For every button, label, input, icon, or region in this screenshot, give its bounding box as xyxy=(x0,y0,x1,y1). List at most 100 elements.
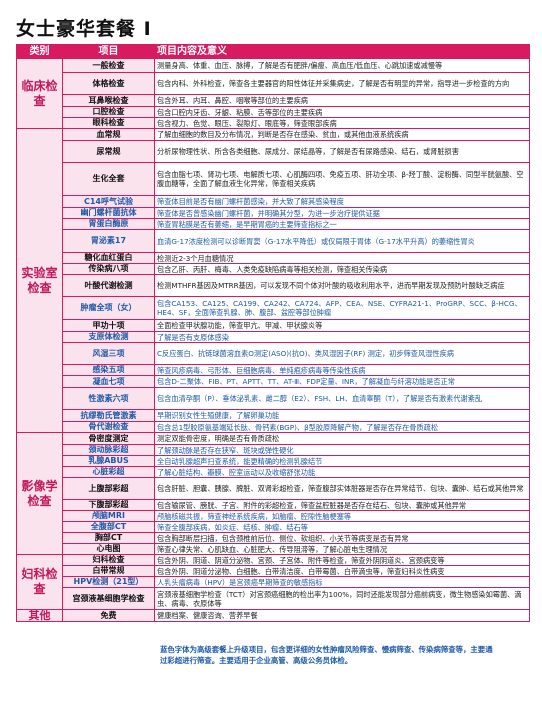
item-cell: 乳腺ABUS xyxy=(62,455,155,467)
table-row: 颅脑MRI 颅脑核磁共振，筛查神经系统疾病，如脑瘤、腔隙性脑梗塞等 xyxy=(17,510,530,522)
table-row: 支原体检测 了解是否有支原体感染 xyxy=(17,331,530,343)
item-cell: 传染病八项 xyxy=(62,263,155,275)
description-cell: 测定双能骨密度，明确是否有骨质疏松 xyxy=(154,432,530,445)
item-cell: 颈动脉彩超 xyxy=(62,444,155,456)
table-row: 胃泌素17 血清G-17浓度检测可以诊断胃窦（G-17水平降低）或仅局限于胃体（G… xyxy=(17,229,530,253)
table-row: 尿常规 分析尿物理性状、所含各类细胞、尿成分、尿结晶等，了解是否有尿路感染、结石，… xyxy=(17,140,530,163)
upgrade-note: 蓝色字体为高级套餐上升级项目，包含更详细的女性肿瘤风险筛查、慢病筛查、传染病筛查… xyxy=(160,645,493,665)
table-row: 下腹部彩超 包含输尿管、膀胱、子宫、附件的彩超检查，筛查盆腔脏器是否存在结石、包块… xyxy=(17,499,530,511)
description-cell: 了解血细胞的数目及分布情况，判断是否存在感染、贫血，或其他血液系统疾病 xyxy=(154,128,530,141)
item-cell: 生化全套 xyxy=(62,162,155,196)
table-row: 妇科检查 妇科检查 包含外阴、阴道、阴道分泌物、宫颈、子宫体、附件等检查，筛查外阴阴… xyxy=(16,554,530,610)
item-cell: 肿瘤全项（女） xyxy=(62,296,155,320)
description-cell: 全面检查甲状腺功能，筛查甲亢、甲减、甲状腺炎等 xyxy=(154,319,530,332)
item-cell: 全腹部CT xyxy=(62,521,155,533)
page-title: 女士豪华套餐 I xyxy=(16,18,152,40)
item-cell: 叶酸代谢检测 xyxy=(62,274,155,297)
table-header-row: 类别 项目 项目内容及意义 xyxy=(16,44,530,59)
description-cell: 人乳头瘤病毒（HPV）是宫颈癌早期筛查的敏感指标 xyxy=(154,576,530,588)
item-cell: HPV检测（21型） xyxy=(62,576,155,588)
description-cell: 健康档案、健康咨询、营养早餐 xyxy=(154,609,530,622)
item-cell: 妇科检查 xyxy=(62,554,155,566)
item-cell: 宫颈液基细胞学检查 xyxy=(62,587,155,610)
item-cell: 骨代谢检查 xyxy=(62,421,155,433)
table-row: 眼科检查 包含视力、色觉、眼压、裂隙灯、眼底等，筛查眼部疾病 xyxy=(17,117,530,129)
item-header: 项目 xyxy=(62,44,155,59)
item-cell: 支原体检测 xyxy=(62,331,155,343)
description-cell: 包含CA153、CA125、CA199、CA242、CA724、AFP、CEA、… xyxy=(154,296,530,320)
description-cell: 包含肝脏、胆囊、胰腺、脾脏、双肾彩超检查，筛查腹部实体脏器是否存在异常结节、包块… xyxy=(154,477,530,500)
table-row: 叶酸代谢检测 检测MTHFR基因及MTRR基因，可以发现不同个体对叶酸的吸收利用水… xyxy=(17,274,530,297)
description-cell: 颅脑核磁共振，筛查神经系统疾病，如脑瘤、腔隙性脑梗塞等 xyxy=(154,510,530,522)
item-cell: 心脏彩超 xyxy=(62,466,155,478)
description-cell: 宫颈液基细胞学检查（TCT）对宫颈癌细胞的检出率为100%，同时还能发现部分癌前… xyxy=(154,587,530,610)
table-row: 骨代谢检查 包含总1型胶原氨基端延长肽、骨钙素(BGP)、β型胶原降解产物，了解是… xyxy=(17,421,530,433)
description-cell: 检测MTHFR基因及MTRR基因，可以发现不同个体对叶酸的吸收利用水平，进而早期… xyxy=(154,274,530,297)
description-cell: 包含胸部断层扫描，包含颈椎前后位、侧位、软组织、小关节等病变是否有异常 xyxy=(154,532,530,544)
description-cell: 包含D-二聚体、FIB、PT、APTT、TT、AT-Ⅲ、FDP定量、INR，了解… xyxy=(154,375,530,388)
item-cell: 性激素六项 xyxy=(62,387,155,410)
item-cell: 心电图 xyxy=(62,543,155,555)
item-cell: 糖化血红蛋白 xyxy=(62,252,155,264)
category-cell: 临床检查 xyxy=(16,58,63,129)
table-row: 影像学检查 骨密度测定 测定双能骨密度，明确是否有骨质疏松 xyxy=(16,432,530,555)
item-cell: 上腹部彩超 xyxy=(62,477,155,500)
item-cell: 眼科检查 xyxy=(62,117,155,129)
category-cell: 其他 xyxy=(16,609,63,622)
description-cell: 包含总1型胶原氨基端延长肽、骨钙素(BGP)、β型胶原降解产物，了解是否存在骨质… xyxy=(154,421,530,433)
table-body: 临床检查 一般检查 测量身高、体重、血压、脉搏，了解是否有肥胖/偏瘦、高血压/低血压… xyxy=(16,58,530,622)
table-row: 抗缪勒氏管激素 早期识别女性生殖健康，了解卵巢功能 xyxy=(17,409,530,422)
category-header: 类别 xyxy=(16,44,63,59)
description-cell: 包含外阴、阴道分泌物、白细胞、白带清洁度、白带霉菌、白带滴虫等，筛查妇科炎性病变 xyxy=(154,565,530,577)
table-row: 宫颈液基细胞学检查 宫颈液基细胞学检查（TCT）对宫颈癌细胞的检出率为100%，同… xyxy=(17,587,530,610)
category-cell: 妇科检查 xyxy=(16,554,63,610)
description-cell: 筛查风疹病毒、弓形体、巨细胞病毒、单纯疱疹病毒等传染性疾病 xyxy=(154,364,530,376)
item-cell: 凝血七项 xyxy=(62,375,155,388)
description-header: 项目内容及意义 xyxy=(154,44,530,59)
description-cell: 筛查全腹部疾病，如炎症、结核、肿瘤、结石等 xyxy=(154,521,530,533)
table-row: 乳腺ABUS 全自动乳腺超声扫查系统，能更精确的检测乳腺结节 xyxy=(17,455,530,467)
table-row: 其他 免费 健康档案、健康咨询、营养早餐 xyxy=(16,609,530,622)
table-row: 生化全套 包含血脂七项、肾功七项、电解质七项、心肌酶四项、免疫五项、肝功全项、β-… xyxy=(17,162,530,196)
item-cell: 感染五项 xyxy=(62,364,155,376)
item-cell: 一般检查 xyxy=(62,58,155,73)
table-row: 颈动脉彩超 了解颈动脉是否存在狭窄、斑块或弹性硬化 xyxy=(17,444,530,456)
table-row: 临床检查 一般检查 测量身高、体重、血压、脉搏，了解是否有肥胖/偏瘦、高血压/低血压… xyxy=(16,58,530,129)
table-row: 全腹部CT 筛查全腹部疾病，如炎症、结核、肿瘤、结石等 xyxy=(17,521,530,533)
table-row: HPV检测（21型） 人乳头瘤病毒（HPV）是宫颈癌早期筛查的敏感指标 xyxy=(17,576,530,588)
item-cell: 体格检查 xyxy=(62,72,155,95)
item-cell: 口腔检查 xyxy=(62,106,155,118)
description-cell: 包含血清孕酮（P）、垂体泌乳素、雌二醇（E2）、FSH、LH、血清睾酮（T），了… xyxy=(154,387,530,410)
table-row: 上腹部彩超 包含肝脏、胆囊、胰腺、脾脏、双肾彩超检查，筛查腹部实体脏器是否存在异常… xyxy=(17,477,530,500)
table-row: 传染病八项 包含乙肝、丙肝、梅毒、人类免疫缺陷病毒等相关检测，筛查相关传染病 xyxy=(17,263,530,275)
description-cell: C反应蛋白、抗链球菌溶血素O测定(ASO)(抗O)、类风湿因子(RF) 测定，初… xyxy=(154,342,530,365)
description-cell: 包含外阴、阴道、阴道分泌物、宫颈、子宫体、附件等检查，筛查外阴阴道炎、宫颈病变等 xyxy=(154,554,530,566)
item-cell: 尿常规 xyxy=(62,140,155,163)
description-cell: 了解是否有支原体感染 xyxy=(154,331,530,343)
item-cell: 胃蛋白酶原 xyxy=(62,218,155,230)
table-row: 糖化血红蛋白 检测近2-3个月血糖情况 xyxy=(17,252,530,264)
table-row: 耳鼻喉检查 包含外耳、内耳、鼻腔、咽喉等部位的主要疾病 xyxy=(17,94,530,107)
description-cell: 包含视力、色觉、眼压、裂隙灯、眼底等，筛查眼部疾病 xyxy=(154,117,530,129)
table-row: 风湿三项 C反应蛋白、抗链球菌溶血素O测定(ASO)(抗O)、类风湿因子(RF) … xyxy=(17,342,530,365)
table-row: 白带常规 包含外阴、阴道分泌物、白细胞、白带清洁度、白带霉菌、白带滴虫等，筛查妇科… xyxy=(17,565,530,577)
item-cell: 幽门螺杆菌抗体 xyxy=(62,207,155,219)
description-cell: 包含口腔内牙齿、牙龈、粘膜、舌等部位的主要疾病 xyxy=(154,106,530,118)
description-cell: 包含血脂七项、肾功七项、电解质七项、心肌酶四项、免疫五项、肝功全项、β-羟丁酸、… xyxy=(154,162,530,196)
description-cell: 了解颈动脉是否存在狭窄、斑块或弹性硬化 xyxy=(154,444,530,456)
category-cell: 实验室检查 xyxy=(16,128,63,433)
table-row: 口腔检查 包含口腔内牙齿、牙龈、粘膜、舌等部位的主要疾病 xyxy=(17,106,530,118)
description-cell: 筛查胃粘膜是否有萎缩，是早期胃癌的主要筛查指标之一 xyxy=(154,218,530,230)
item-cell: 甲功十项 xyxy=(62,319,155,332)
table-row: 胸部CT 包含胸部断层扫描，包含颈椎前后位、侧位、软组织、小关节等病变是否有异常 xyxy=(17,532,530,544)
description-cell: 血清G-17浓度检测可以诊断胃窦（G-17水平降低）或仅局限于胃体（G-17水平… xyxy=(154,229,530,253)
description-cell: 分析尿物理性状、所含各类细胞、尿成分、尿结晶等，了解是否有尿路感染、结石，或肾脏… xyxy=(154,140,530,163)
item-cell: 胃泌素17 xyxy=(62,229,155,253)
description-cell: 包含外耳、内耳、鼻腔、咽喉等部位的主要疾病 xyxy=(154,94,530,107)
item-cell: 白带常规 xyxy=(62,565,155,577)
table-row: 感染五项 筛查风疹病毒、弓形体、巨细胞病毒、单纯疱疹病毒等传染性疾病 xyxy=(17,364,530,376)
description-cell: 早期识别女性生殖健康，了解卵巢功能 xyxy=(154,409,530,422)
description-cell: 筛查心律失常、心肌缺血、心脏肥大、传导阻滞等，了解心脏电生理情况 xyxy=(154,543,530,555)
item-cell: 颅脑MRI xyxy=(62,510,155,522)
table-row: C14呼气试验 筛查体目前是否有幽门螺杆菌感染，并大致了解其感染程度 xyxy=(17,195,530,208)
